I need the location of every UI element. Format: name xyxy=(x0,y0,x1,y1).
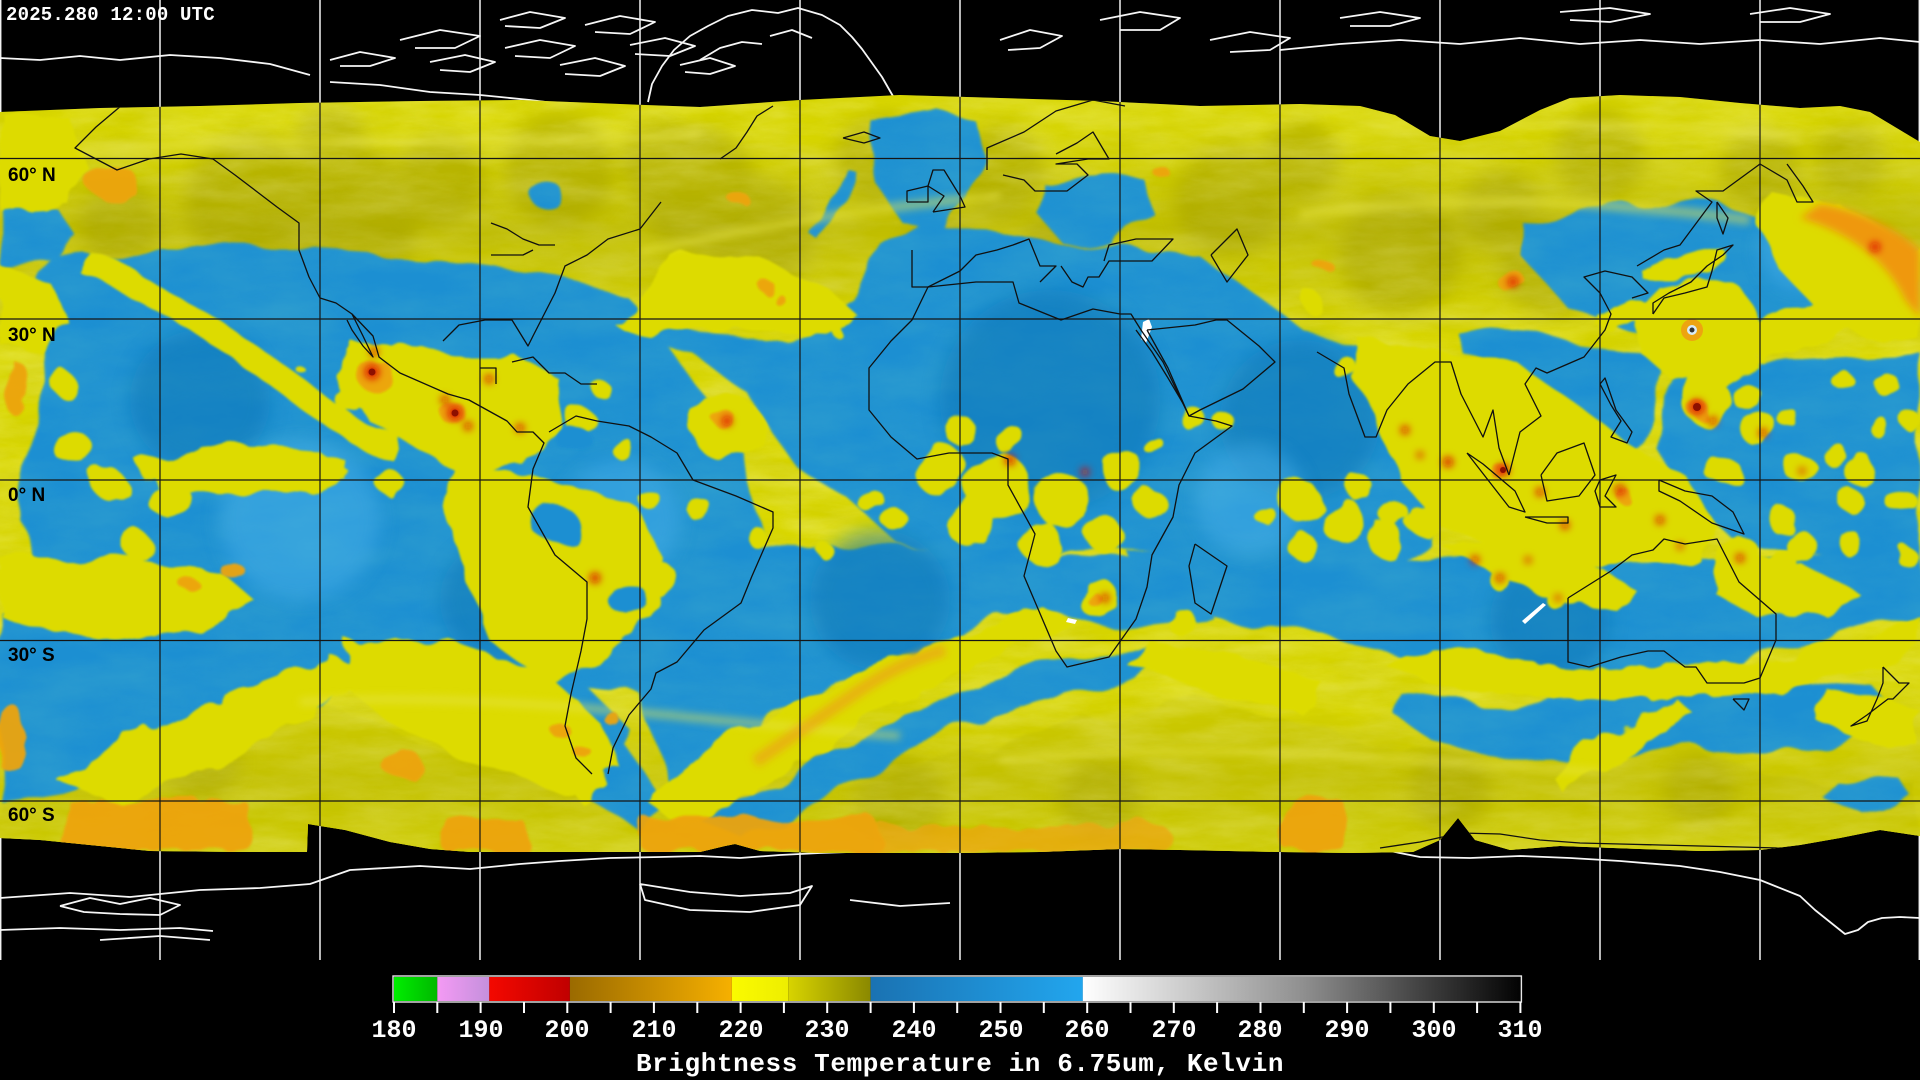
svg-text:250: 250 xyxy=(978,1016,1023,1045)
svg-text:230: 230 xyxy=(804,1016,849,1045)
svg-text:290: 290 xyxy=(1324,1016,1369,1045)
svg-text:60° N: 60° N xyxy=(8,165,56,186)
svg-text:30° N: 30° N xyxy=(8,325,56,346)
svg-text:270: 270 xyxy=(1151,1016,1196,1045)
svg-text:Brightness Temperature in 6.75: Brightness Temperature in 6.75um, Kelvin xyxy=(636,1049,1284,1079)
svg-text:2025.280 12:00 UTC: 2025.280 12:00 UTC xyxy=(6,4,215,26)
svg-text:310: 310 xyxy=(1497,1016,1542,1045)
svg-text:210: 210 xyxy=(631,1016,676,1045)
svg-text:280: 280 xyxy=(1237,1016,1282,1045)
svg-text:300: 300 xyxy=(1411,1016,1456,1045)
svg-text:180: 180 xyxy=(371,1016,416,1045)
svg-text:190: 190 xyxy=(458,1016,503,1045)
svg-text:220: 220 xyxy=(718,1016,763,1045)
svg-text:240: 240 xyxy=(891,1016,936,1045)
svg-text:260: 260 xyxy=(1064,1016,1109,1045)
svg-text:30° S: 30° S xyxy=(8,645,55,666)
svg-text:60° S: 60° S xyxy=(8,805,55,826)
svg-text:200: 200 xyxy=(544,1016,589,1045)
svg-text:0° N: 0° N xyxy=(8,485,45,506)
